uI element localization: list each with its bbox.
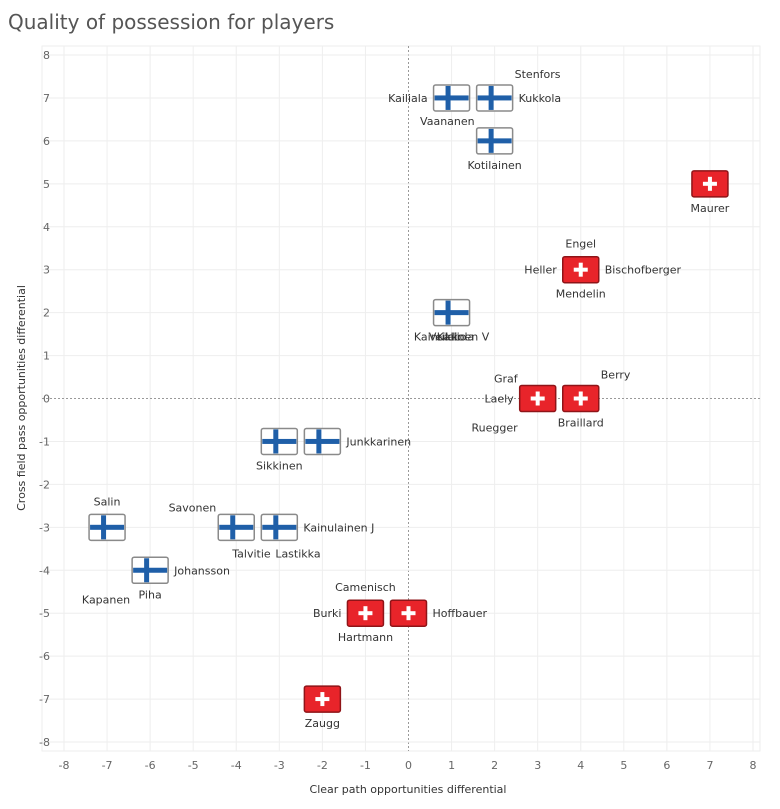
player-label: Kainulainen V xyxy=(414,331,490,344)
player-label: Zaugg xyxy=(305,717,340,730)
player-label: Kapanen xyxy=(82,593,130,606)
player-label: Stenfors xyxy=(515,68,561,81)
y-tick-label: -6 xyxy=(39,650,50,663)
switzerland-flag-marker xyxy=(562,384,600,413)
x-tick-label: 1 xyxy=(448,759,455,772)
y-tick-label: -1 xyxy=(39,435,50,448)
player-label: Sikkinen xyxy=(256,459,303,472)
player-label: Talvitie xyxy=(231,547,271,560)
player-label: Lastikka xyxy=(275,547,320,560)
y-tick-label: 7 xyxy=(43,92,50,105)
x-tick-label: -6 xyxy=(145,759,156,772)
player-label: Hartmann xyxy=(338,631,393,644)
player-label: Kailiala xyxy=(388,92,427,105)
player-label: Kallio xyxy=(437,331,467,344)
player-label: Burki xyxy=(313,607,341,620)
y-tick-label: 1 xyxy=(43,350,50,363)
switzerland-flag-marker xyxy=(562,255,600,284)
x-tick-label: 5 xyxy=(620,759,627,772)
finland-flag-marker xyxy=(475,84,514,112)
x-tick-label: 0 xyxy=(405,759,412,772)
y-tick-label: 4 xyxy=(43,221,50,234)
finland-flag-marker xyxy=(475,127,514,155)
y-tick-label: -4 xyxy=(39,564,50,577)
y-tick-label: 2 xyxy=(43,307,50,320)
y-tick-label: -2 xyxy=(39,478,50,491)
player-label: Maurer xyxy=(691,202,730,215)
switzerland-flag-marker xyxy=(346,599,385,627)
finland-flag-marker xyxy=(260,513,299,542)
y-tick-label: -5 xyxy=(39,607,50,620)
player-label: Kainulainen J xyxy=(303,521,374,534)
label-layer: Stenfors Kailiala Kukkola Vaananen Kotilaine… xyxy=(82,68,730,730)
player-label: Mendelin xyxy=(556,288,606,301)
x-tick-label: 3 xyxy=(534,759,541,772)
y-tick-label: 3 xyxy=(43,264,50,277)
x-tick-label: -2 xyxy=(317,759,328,772)
grid-layer xyxy=(41,45,761,752)
tick-layer: -8 -7 -6 -5 -4 -3 -2 -1 0 1 2 3 4 5 6 7 8 8 7 6 5 4 3 2 1 0 -1 -2 -3… xyxy=(39,49,756,772)
x-tick-label: 8 xyxy=(750,759,757,772)
y-tick-label: 6 xyxy=(43,135,50,148)
finland-flag-marker xyxy=(260,427,299,456)
player-label: Ruegger xyxy=(472,422,519,435)
player-label: Kotilainen xyxy=(467,159,521,172)
player-label: Vaananen xyxy=(420,115,475,128)
player-label: Johansson xyxy=(173,564,230,577)
player-label: Bischofberger xyxy=(605,264,682,277)
player-label: Graf xyxy=(494,373,519,386)
finland-flag-marker xyxy=(432,84,471,112)
marker-layer xyxy=(88,84,729,713)
x-tick-label: 4 xyxy=(577,759,584,772)
y-tick-label: 0 xyxy=(43,393,50,406)
player-label: Salin xyxy=(94,495,121,508)
x-tick-label: 2 xyxy=(491,759,498,772)
y-tick-label: -7 xyxy=(39,693,50,706)
x-tick-label: -4 xyxy=(231,759,242,772)
switzerland-flag-marker xyxy=(518,384,557,413)
chart-title: Quality of possession for players xyxy=(8,10,335,34)
finland-flag-marker xyxy=(131,556,169,584)
y-tick-label: -3 xyxy=(39,521,50,534)
finland-flag-marker xyxy=(303,427,342,456)
y-tick-label: 8 xyxy=(43,49,50,62)
finland-flag-marker xyxy=(88,513,126,542)
player-label: Camenisch xyxy=(335,581,396,594)
player-label: Engel xyxy=(565,238,596,251)
x-tick-label: -8 xyxy=(59,759,70,772)
x-tick-label: -3 xyxy=(274,759,285,772)
x-tick-label: -5 xyxy=(188,759,199,772)
player-label: Berry xyxy=(601,369,631,382)
x-tick-label: -1 xyxy=(360,759,371,772)
player-label: Braillard xyxy=(558,417,604,430)
player-label: Laely xyxy=(484,393,514,406)
player-label: Veikkola xyxy=(429,331,474,344)
player-label: Savonen xyxy=(169,501,217,514)
x-tick-label: 7 xyxy=(706,759,713,772)
player-label: Heller xyxy=(524,264,557,277)
switzerland-flag-marker xyxy=(389,599,428,627)
x-tick-label: 6 xyxy=(663,759,670,772)
y-tick-label: 5 xyxy=(43,178,50,191)
y-tick-label: -8 xyxy=(39,736,50,749)
player-label: Junkkarinen xyxy=(345,435,411,448)
finland-flag-marker xyxy=(432,298,471,327)
y-axis-title: Cross field pass opportunities different… xyxy=(15,285,28,511)
finland-flag-marker xyxy=(217,513,255,542)
player-label: Piha xyxy=(139,588,162,601)
x-axis-title: Clear path opportunities differential xyxy=(310,783,507,796)
player-label: Kukkola xyxy=(519,92,562,105)
switzerland-flag-marker xyxy=(691,170,729,198)
switzerland-flag-marker xyxy=(303,685,342,713)
player-label: Hoffbauer xyxy=(433,607,488,620)
x-tick-label: -7 xyxy=(102,759,113,772)
